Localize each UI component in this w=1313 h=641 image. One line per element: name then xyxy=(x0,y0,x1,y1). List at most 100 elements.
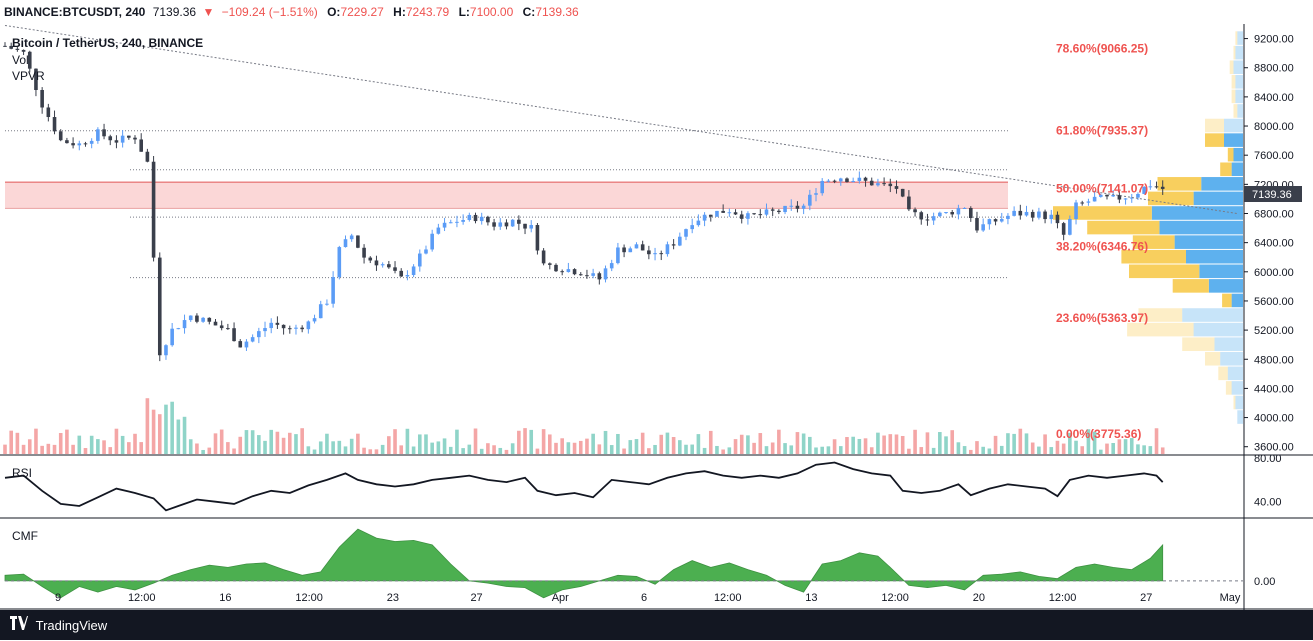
volume-bar xyxy=(83,448,88,454)
volume-bar xyxy=(616,433,620,454)
volume-bar xyxy=(145,398,150,454)
candle-body xyxy=(1074,202,1078,219)
volume-bar xyxy=(956,442,961,454)
candle-body xyxy=(715,210,719,217)
volume-bar xyxy=(541,429,546,454)
volume-bar xyxy=(257,435,261,454)
volume-bar xyxy=(498,447,503,454)
volume-bar xyxy=(275,431,280,454)
candle-body xyxy=(139,139,144,152)
volume-bar xyxy=(1068,432,1072,454)
volume-bar xyxy=(548,434,552,454)
candle-body xyxy=(238,341,243,348)
volume-bar xyxy=(1074,440,1078,454)
volume-bar xyxy=(659,434,664,454)
candle-body xyxy=(517,219,521,224)
candle-body xyxy=(838,178,843,182)
volume-bar xyxy=(554,442,558,454)
candle-body xyxy=(1043,211,1047,220)
volume-bar xyxy=(467,444,472,454)
candle-body xyxy=(907,196,911,210)
volume-bar xyxy=(838,446,843,454)
time-tick-label: May xyxy=(1220,592,1241,604)
price-chart[interactable]: 78.60%(9066.25) 61.80%(7935.37) 50.00%(714… xyxy=(0,24,1313,610)
brand-name[interactable]: TradingView xyxy=(35,617,108,633)
candle-body xyxy=(919,212,924,220)
vpvr-down-bar xyxy=(1127,322,1194,337)
vpvr-up-bar xyxy=(1193,322,1243,337)
volume-bar xyxy=(572,442,577,454)
volume-bar xyxy=(430,442,434,454)
candle-body xyxy=(981,224,985,231)
volume-bar xyxy=(820,446,825,454)
time-tick-label: 16 xyxy=(219,592,231,604)
candle-body xyxy=(257,331,261,338)
volume-bar xyxy=(473,428,478,454)
volume-bar xyxy=(727,447,732,454)
vpvr-up-bar xyxy=(1220,351,1243,366)
volume-bar xyxy=(1129,438,1134,454)
candle-body xyxy=(337,247,342,278)
volume-bar xyxy=(114,428,119,454)
volume-bar xyxy=(578,440,583,454)
volume-bar xyxy=(634,439,639,454)
candle-body xyxy=(1142,186,1146,194)
rsi-tick-label: 40.00 xyxy=(1254,497,1282,509)
volume-bar xyxy=(133,433,137,454)
volume-bar xyxy=(900,435,905,454)
volume-bar xyxy=(318,441,323,454)
candle-body xyxy=(659,253,664,255)
footer-bar: TradingView xyxy=(0,610,1313,640)
vpvr-legend: VPVR xyxy=(12,69,45,83)
volume-bar xyxy=(479,448,484,454)
volume-bar xyxy=(566,442,571,454)
volume-bar xyxy=(529,429,534,454)
candle-body xyxy=(708,214,713,217)
fib-label: 0.00%(3775.36) xyxy=(1056,427,1141,441)
volume-bar xyxy=(34,428,38,454)
vpvr-down-bar xyxy=(1148,191,1194,206)
candle-body xyxy=(9,45,13,49)
candle-body xyxy=(987,219,992,225)
volume-bar xyxy=(226,442,230,454)
candle-body xyxy=(808,194,812,206)
volume-bar xyxy=(244,430,249,454)
volume-bar xyxy=(58,432,63,454)
volume-bar xyxy=(201,449,205,454)
candle-body xyxy=(894,186,899,189)
volume-bar xyxy=(287,432,292,454)
vpvr-up-bar xyxy=(1233,147,1243,162)
vpvr-up-bar xyxy=(1231,162,1243,177)
volume-bar xyxy=(981,446,985,454)
volume-bar xyxy=(300,428,304,454)
vpvr-down-bar xyxy=(1233,45,1236,60)
candle-body xyxy=(120,135,125,143)
vpvr-up-bar xyxy=(1208,279,1243,293)
rsi-legend: RSI xyxy=(12,466,32,480)
candle-body xyxy=(306,321,311,330)
volume-bar xyxy=(176,419,181,454)
close-value: 7139.36 xyxy=(535,5,579,19)
volume-bar xyxy=(1006,433,1010,454)
price-tick-label: 7600.00 xyxy=(1254,150,1294,162)
volume-bar xyxy=(684,444,688,454)
volume-bar xyxy=(795,432,800,454)
volume-bar xyxy=(424,434,428,454)
volume-bar xyxy=(510,443,515,454)
candle-body xyxy=(1154,186,1159,188)
volume-bar xyxy=(387,436,391,454)
candle-body xyxy=(727,212,732,214)
volume-bar xyxy=(15,432,20,454)
vpvr-up-bar xyxy=(1237,31,1243,45)
candle-body xyxy=(498,222,503,227)
symbol-label[interactable]: BINANCE:BTCUSDT, 240 xyxy=(4,5,146,19)
candle-body xyxy=(739,214,744,219)
volume-bar xyxy=(448,446,453,454)
candle-body xyxy=(554,264,558,272)
candle-body xyxy=(417,253,422,267)
tradingview-logo-icon[interactable] xyxy=(10,611,28,641)
volume-bar xyxy=(845,437,849,454)
candle-body xyxy=(467,214,472,221)
vpvr-up-bar xyxy=(1237,104,1243,118)
volume-bar xyxy=(1055,440,1060,454)
